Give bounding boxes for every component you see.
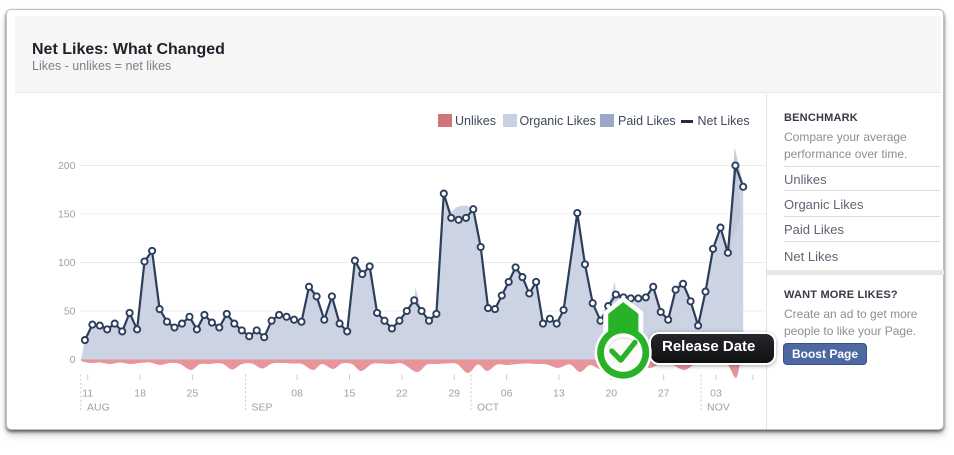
svg-text:200: 200 <box>58 160 76 172</box>
svg-text:22: 22 <box>396 388 408 400</box>
svg-text:06: 06 <box>501 388 513 400</box>
svg-text:SEP: SEP <box>252 402 273 414</box>
svg-text:100: 100 <box>58 257 76 269</box>
svg-text:150: 150 <box>58 209 76 221</box>
svg-text:AUG: AUG <box>87 402 110 414</box>
svg-text:11: 11 <box>82 388 93 400</box>
svg-text:18: 18 <box>134 388 146 400</box>
svg-text:08: 08 <box>291 388 303 400</box>
svg-text:NOV: NOV <box>707 402 730 414</box>
svg-text:0: 0 <box>70 354 76 366</box>
svg-text:25: 25 <box>187 388 199 400</box>
svg-text:03: 03 <box>710 388 722 400</box>
svg-text:50: 50 <box>64 306 76 318</box>
svg-text:OCT: OCT <box>477 402 500 414</box>
svg-text:13: 13 <box>553 388 565 400</box>
svg-text:20: 20 <box>605 388 617 400</box>
svg-text:29: 29 <box>448 388 460 400</box>
svg-text:15: 15 <box>344 388 356 400</box>
svg-text:27: 27 <box>658 388 670 400</box>
